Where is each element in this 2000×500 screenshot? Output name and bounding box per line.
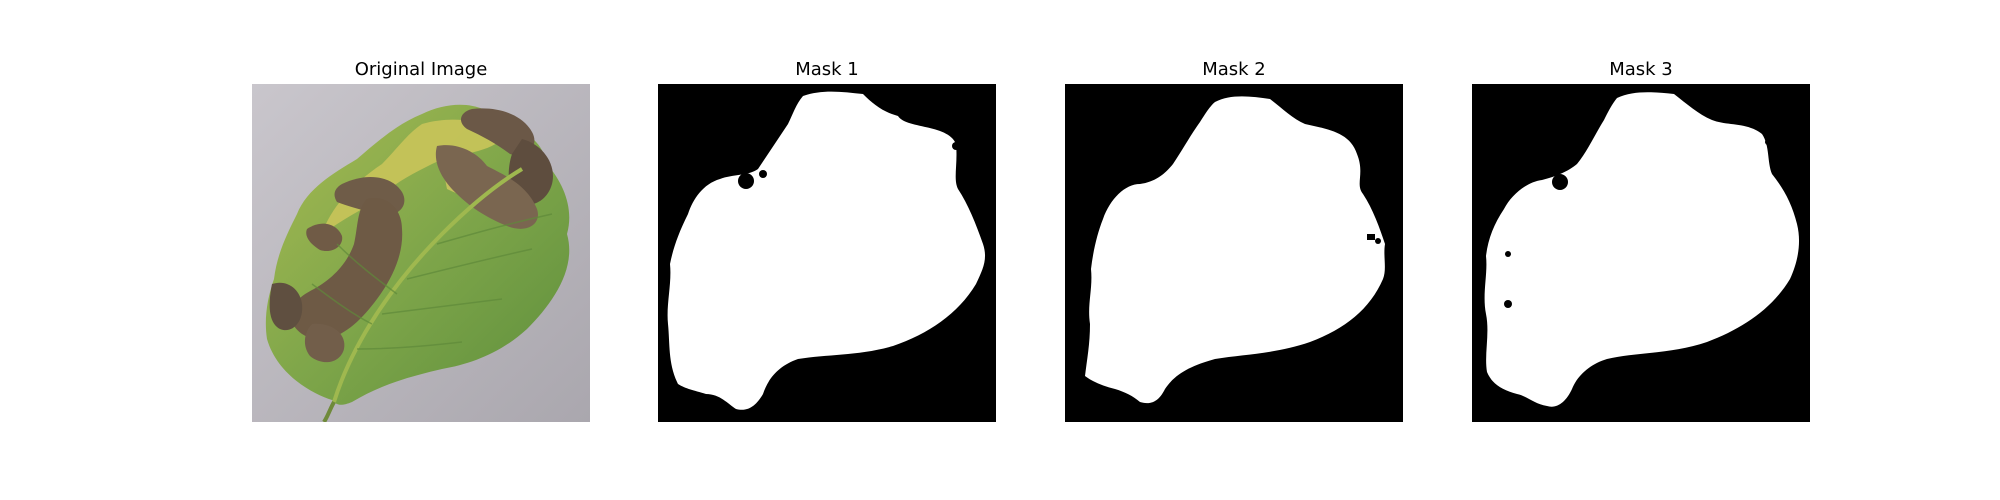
panel-original-image: Original Image [252, 58, 590, 422]
panel-title: Mask 1 [795, 59, 859, 80]
panel-title: Mask 3 [1609, 59, 1673, 80]
leaf-photo [252, 84, 590, 422]
mask-region [667, 91, 986, 410]
panel-title: Mask 2 [1202, 59, 1266, 80]
blight-patch [460, 108, 535, 156]
mask-region [1085, 96, 1385, 404]
mask-1-graphic [658, 84, 996, 422]
leaf-midrib [332, 167, 524, 403]
mask-2-graphic [1065, 84, 1403, 422]
mask-image [658, 84, 996, 422]
panel-mask-3: Mask 3 [1472, 58, 1810, 422]
leaf-stem [322, 401, 336, 422]
mask-region [1484, 92, 1800, 407]
panel-mask-2: Mask 2 [1065, 58, 1403, 422]
mask-3-graphic [1472, 84, 1810, 422]
panel-mask-1: Mask 1 [658, 58, 996, 422]
mask-image [1472, 84, 1810, 422]
mask-image [1065, 84, 1403, 422]
leaf-photo-graphic [252, 84, 590, 422]
panel-title: Original Image [354, 59, 488, 80]
